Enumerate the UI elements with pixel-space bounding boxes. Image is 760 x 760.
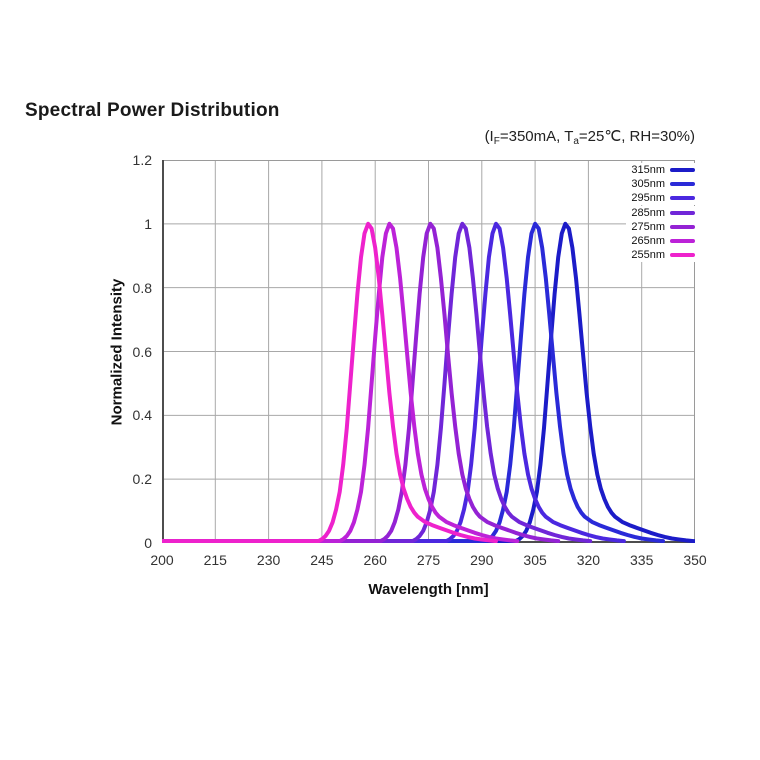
y-tick-label: 0.6 [132,343,152,360]
chart-title: Spectral Power Distribution [25,100,280,121]
legend-label: 265nm [631,234,665,247]
plot-area [162,160,695,543]
legend-swatch [670,182,695,187]
x-tick-label: 200 [150,552,174,568]
series-curve-305nm [162,221,665,543]
x-tick-label: 260 [363,552,387,568]
legend-swatch [670,253,695,258]
legend-label: 315nm [631,164,665,176]
legend-item-255nm: 255nm [626,248,695,263]
y-axis-title: Normalized Intensity [108,278,126,426]
x-tick-label: 215 [203,552,227,568]
subtitle-part: =350mA, T [499,128,574,145]
y-tick-label: 0.2 [132,471,152,488]
legend-swatch [670,168,695,172]
x-tick-label: 230 [256,552,281,568]
y-tick-label: 1 [144,215,152,232]
legend-item-285nm: 285nm [626,205,695,220]
legend-label: 285nm [631,206,665,219]
x-tick-label: 350 [683,552,707,568]
x-axis-title: Wavelength [nm] [368,581,489,598]
legend-label: 305nm [631,178,665,191]
series-curve-295nm [162,221,626,543]
legend-item-265nm: 265nm [626,233,695,248]
chart-subtitle: (IF=350mA, Ta=25℃, RH=30%) [162,127,695,147]
x-tick-label: 290 [470,552,494,568]
series-curve-255nm [162,221,498,543]
legend-item-295nm: 295nm [626,191,695,206]
subtitle-subscript: F [493,136,500,147]
legend-item-275nm: 275nm [626,219,695,234]
series-curve-315nm [162,221,695,543]
y-tick-label: 0.4 [132,407,152,424]
legend-swatch [670,224,695,229]
x-tick-label: 275 [416,552,441,568]
legend-swatch [670,238,695,243]
legend-item-305nm: 305nm [626,177,695,192]
x-tick-label: 305 [523,552,547,568]
legend-swatch [670,196,695,201]
y-tick-label: 0 [144,535,152,551]
y-tick-label: 0.8 [132,279,152,296]
y-tick-label: 1.2 [132,152,152,168]
legend-label: 255nm [631,249,665,262]
legend: 315nm 305nm 295nm 285nm 275nm 265nm 255nm [626,163,695,263]
legend-label: 275nm [631,220,665,233]
legend-label: 295nm [631,192,665,205]
series-curve-265nm [162,221,520,543]
x-tick-label: 245 [310,552,334,568]
series-curve-285nm [162,221,593,543]
series-curve-275nm [162,221,561,543]
legend-item-315nm: 315nm [626,163,695,177]
subtitle-subscript: a [573,136,579,147]
subtitle-part: (I [484,128,494,145]
x-tick-label: 320 [576,552,601,568]
subtitle-part: =25℃, RH=30%) [578,128,695,145]
x-tick-label: 335 [630,552,654,568]
legend-swatch [670,210,695,215]
